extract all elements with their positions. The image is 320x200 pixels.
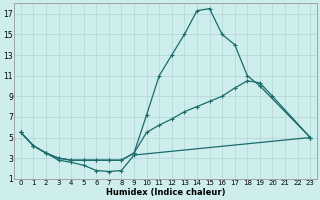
X-axis label: Humidex (Indice chaleur): Humidex (Indice chaleur) bbox=[106, 188, 225, 197]
